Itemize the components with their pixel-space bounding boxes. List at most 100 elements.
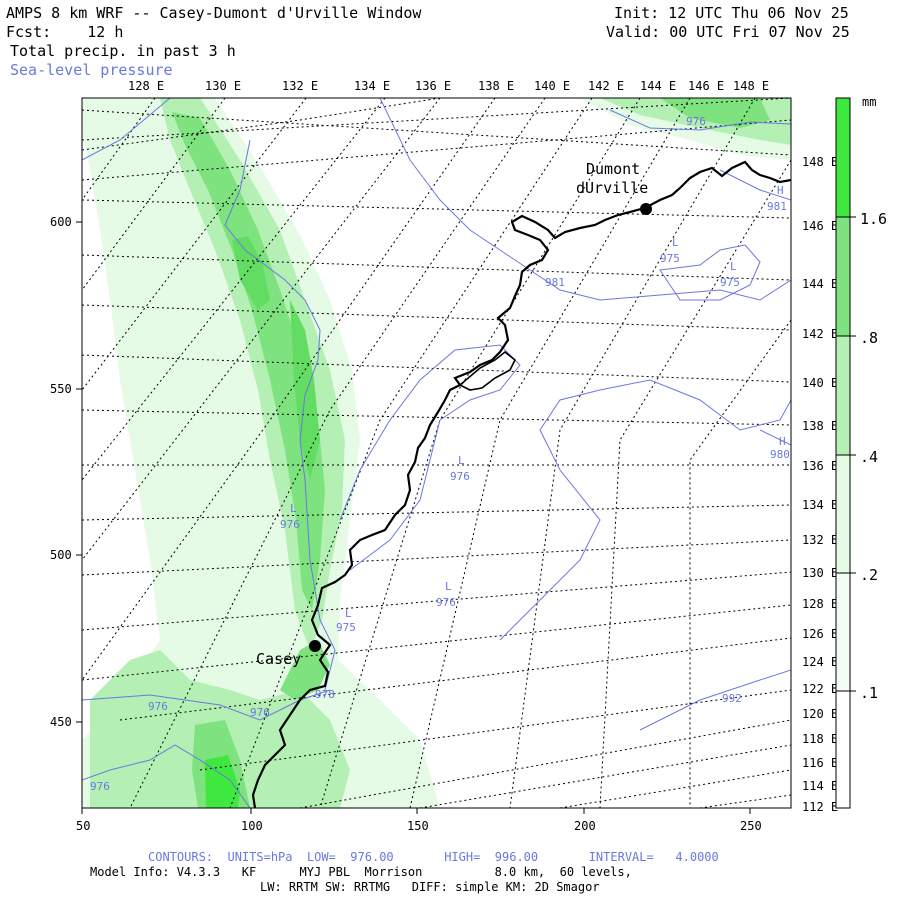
low-marker: L <box>672 236 679 249</box>
meridian-128 <box>82 98 156 201</box>
edge-label: 122 E <box>802 682 838 696</box>
colorbar: mm 1.6 .8 .4 .2 .1 <box>835 95 887 809</box>
meridian-142 <box>229 98 593 808</box>
edge-label: 126 E <box>802 627 838 641</box>
colorbar-swatch-light2 <box>836 573 850 691</box>
colorbar-label: .2 <box>860 566 878 584</box>
station-dot <box>640 203 652 215</box>
pressure-label: 976 <box>280 518 300 531</box>
low-marker: L <box>290 502 297 515</box>
slp-contours <box>82 98 791 808</box>
pressure-label: 975 <box>336 621 356 634</box>
meridian-132 <box>82 98 307 391</box>
graticule <box>82 98 791 808</box>
pressure-label: 978 <box>315 688 335 701</box>
pressure-label: 992 <box>722 692 742 705</box>
parallel-6 <box>82 354 791 383</box>
pressure-label: 976 <box>90 780 110 793</box>
precip-ne-heavy <box>660 98 770 128</box>
colorbar-swatch-mid <box>836 336 850 455</box>
pressure-label: 976 <box>148 700 168 713</box>
parallel-2 <box>82 98 441 151</box>
lon-label: 148 E <box>733 79 769 93</box>
contour-976-ne <box>609 109 791 131</box>
map-title: AMPS 8 km WRF -- Casey-Dumont d'Urville … <box>6 4 422 22</box>
parallel-17 <box>559 769 791 808</box>
pressure-label: 976 <box>250 706 270 719</box>
station-dumont: Dumont dUrville <box>576 160 652 215</box>
map-frame <box>81 97 792 809</box>
y-tick-label: 500 <box>50 548 72 562</box>
physics-info: LW: RRTM SW: RRTMG DIFF: simple KM: 2D S… <box>260 880 600 894</box>
edge-label: 116 E <box>802 756 838 770</box>
low-marker: L <box>730 260 737 273</box>
colorbar-swatch-light <box>836 455 850 573</box>
precip-south-max <box>205 755 240 808</box>
lon-label: 130 E <box>205 79 241 93</box>
edge-label: 130 E <box>802 566 838 580</box>
parallel-1 <box>82 109 791 156</box>
station-dot <box>309 640 321 652</box>
low-marker: L <box>345 607 352 620</box>
station-label: dUrville <box>576 179 648 197</box>
contour-981-ne <box>719 169 791 201</box>
edge-label: 114 E <box>802 779 838 793</box>
contour-975-east <box>659 244 761 301</box>
contour-976-west <box>82 98 171 161</box>
parallel-20 <box>82 119 791 181</box>
lon-label: 134 E <box>354 79 390 93</box>
pressure-label: 980 <box>770 448 790 461</box>
colorbar-swatch-none <box>836 691 850 808</box>
valid-time: Valid: 00 UTC Fri 07 Nov 25 <box>606 23 850 41</box>
contour-info: CONTOURS: UNITS=hPa LOW= 976.00 HIGH= 99… <box>148 850 719 864</box>
overlay-name: Sea-level pressure <box>10 61 173 79</box>
edge-label: 112 E <box>802 800 838 814</box>
colorbar-swatch-max <box>836 98 850 217</box>
pressure-label: 976 <box>686 115 706 128</box>
parallel-3 <box>82 199 791 219</box>
coast-island <box>458 350 517 391</box>
high-marker: H <box>779 435 786 448</box>
contour-980-east <box>759 429 791 446</box>
y-axis-labels: 600 550 500 450 <box>50 215 82 729</box>
low-marker: L <box>458 454 465 467</box>
top-lon-labels: 128 E 130 E 132 E 134 E 136 E 138 E 140 … <box>128 79 769 93</box>
right-lat-labels: 148 E 146 E 144 E 142 E 140 E 138 E 136 … <box>802 155 838 814</box>
lon-label: 144 E <box>640 79 676 93</box>
contour-976-sw2 <box>82 744 251 808</box>
contour-976-sw <box>82 689 331 721</box>
contour-992 <box>499 379 791 641</box>
init-time: Init: 12 UTC Thu 06 Nov 25 <box>614 4 849 22</box>
lon-label: 132 E <box>282 79 318 93</box>
colorbar-frame <box>835 97 851 809</box>
edge-label: 148 E <box>802 155 838 169</box>
pressure-label: 976 <box>436 596 456 609</box>
high-marker: H <box>777 184 784 197</box>
precip-core-2 <box>290 300 320 480</box>
low-marker: L <box>445 580 452 593</box>
lon-label: 138 E <box>478 79 514 93</box>
colorbar-unit: mm <box>862 95 876 109</box>
edge-label: 138 E <box>802 419 838 433</box>
edge-label: 124 E <box>802 655 838 669</box>
y-tick-label: 550 <box>50 382 72 396</box>
lon-label: 136 E <box>415 79 451 93</box>
edge-label: 128 E <box>802 597 838 611</box>
parallel-7 <box>82 409 791 426</box>
station-casey: Casey <box>256 640 321 668</box>
edge-label: 146 E <box>802 219 838 233</box>
edge-label: 120 E <box>802 707 838 721</box>
edge-label: 132 E <box>802 533 838 547</box>
colorbar-label: .1 <box>860 684 878 702</box>
station-label: Casey <box>256 650 301 668</box>
meridian-138 <box>82 98 496 681</box>
colorbar-label: .8 <box>860 329 878 347</box>
edge-label: 140 E <box>802 376 838 390</box>
parallel-18 <box>699 794 791 808</box>
edge-label: 144 E <box>802 277 838 291</box>
lon-label: 128 E <box>128 79 164 93</box>
contour-976-center <box>339 344 521 571</box>
station-label: Dumont <box>586 160 640 178</box>
x-tick-label: 100 <box>241 819 263 833</box>
